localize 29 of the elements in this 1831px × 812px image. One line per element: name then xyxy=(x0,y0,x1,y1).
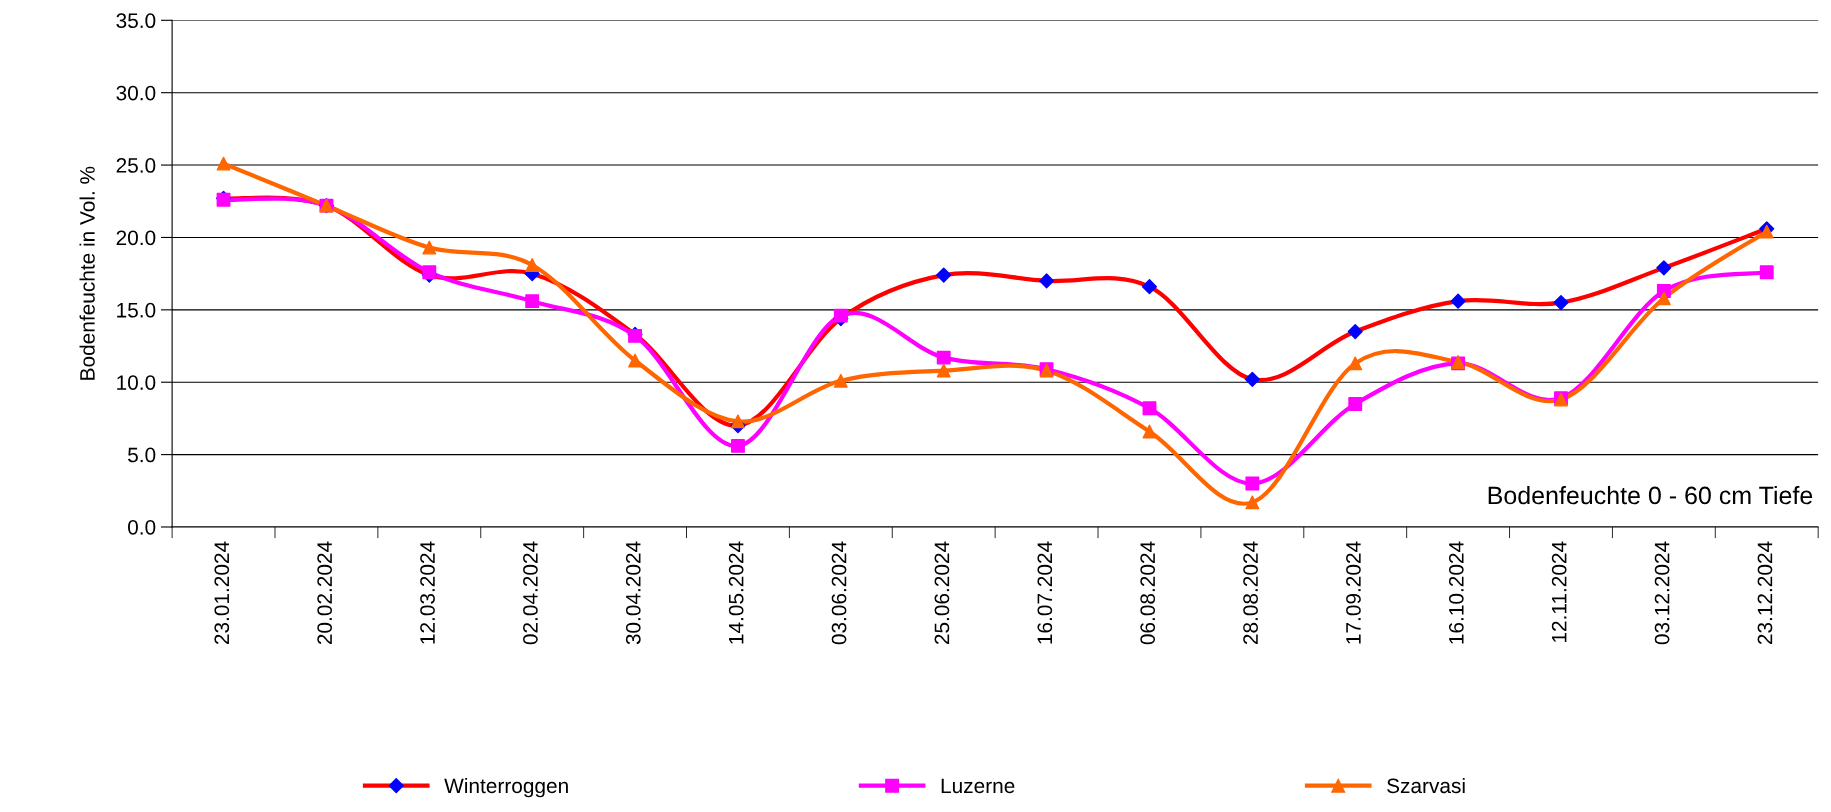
x-tick-label: 06.08.2024 xyxy=(1140,541,1156,645)
x-tick-label: 12.03.2024 xyxy=(420,541,435,644)
legend-label: Szarvasi xyxy=(1387,777,1465,794)
annotation: Bodenfeuchte 0 - 60 cm Tiefe xyxy=(1488,485,1813,505)
x-tick-label: 03.06.2024 xyxy=(831,541,847,645)
y-tick-label: 20.0 xyxy=(116,230,156,246)
x-tick-label: 20.02.2024 xyxy=(317,541,333,645)
x-tick-label: 25.06.2024 xyxy=(934,541,950,645)
x-tick-label: 30.04.2024 xyxy=(625,541,641,645)
x-tick-label: 16.07.2024 xyxy=(1037,541,1053,644)
x-tick-label: 17.09.2024 xyxy=(1346,541,1361,644)
x-tick-label: 02.04.2024 xyxy=(523,541,538,645)
x-tick-label: 12.11.2024 xyxy=(1551,541,1567,643)
x-tick-label: 23.01.2024 xyxy=(214,541,230,645)
x-tick-label: 23.12.2024 xyxy=(1757,541,1773,645)
legend-label: Winterroggen xyxy=(444,777,568,798)
y-tick-label: 35.0 xyxy=(116,13,156,29)
x-tick-label: 16.10.2024 xyxy=(1448,541,1464,644)
x-tick-label: 28.08.2024 xyxy=(1243,541,1258,645)
x-tick-label: 03.12.2024 xyxy=(1654,541,1670,645)
y-tick-label: 0.0 xyxy=(128,519,156,535)
legend-label: Luzerne xyxy=(941,778,1015,794)
y-tick-label: 25.0 xyxy=(116,158,156,173)
y-tick-label: 5.0 xyxy=(128,447,156,463)
y-tick-label: 10.0 xyxy=(117,375,156,390)
x-tick-label: 14.05.2024 xyxy=(728,541,744,644)
y-axis-title: Bodenfeuchte in Vol. % xyxy=(79,166,95,380)
y-tick-label: 30.0 xyxy=(116,85,156,101)
y-tick-label: 15.0 xyxy=(117,302,156,318)
